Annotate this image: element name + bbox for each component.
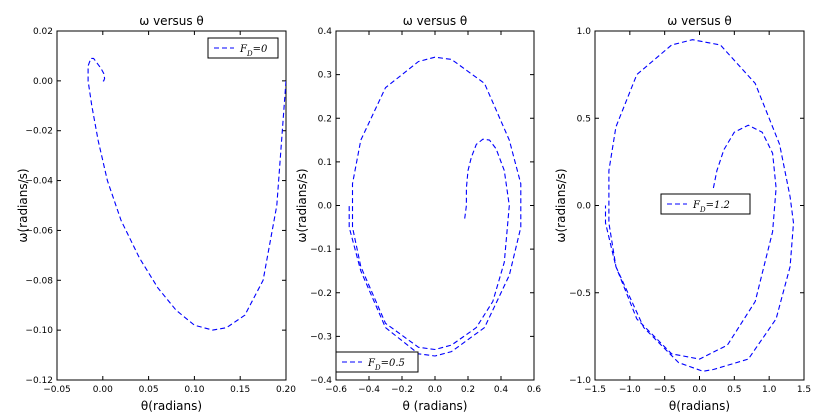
x-tick-label: 0.00 [93, 385, 113, 395]
x-tick-label: −0.5 [654, 385, 676, 395]
x-tick-label: 0.4 [494, 385, 509, 395]
subplot-3: −1.5 −1.0 −0.5 0.0 0.5 1.0 1.5−1.0−0.50.00.51.… [554, 14, 811, 413]
x-tick-label: −1.5 [584, 385, 606, 395]
x-tick-label: 0.20 [276, 385, 296, 395]
chart-title: ω versus θ [403, 14, 468, 28]
x-tick-label: 0.05 [139, 385, 159, 395]
x-tick-label: −0.2 [391, 385, 413, 395]
x-tick-label: 0.15 [230, 385, 250, 395]
y-tick-label: 0.1 [318, 158, 332, 168]
x-tick-label: −1.0 [619, 385, 641, 395]
x-tick-label: 0.10 [184, 385, 204, 395]
y-axis-label: ω(radians/s) [16, 168, 30, 242]
x-tick-label: 0.0 [692, 385, 707, 395]
x-tick-label: −0.6 [325, 385, 347, 395]
legend: FD=1.2 [660, 193, 751, 215]
x-tick-label: 1.0 [762, 385, 777, 395]
chart-title: ω versus θ [667, 14, 732, 28]
y-tick-label: −0.4 [310, 376, 332, 386]
y-tick-label: 1.0 [577, 27, 592, 37]
x-tick-label: 0.5 [727, 385, 741, 395]
y-tick-label: −0.08 [25, 276, 53, 286]
y-tick-label: 0.00 [33, 77, 53, 87]
legend: FD=0.5 [335, 351, 419, 373]
y-tick-label: −0.02 [25, 127, 53, 137]
y-tick-label: 0.0 [577, 202, 592, 212]
legend-box [207, 37, 279, 59]
y-tick-label: −0.1 [310, 245, 332, 255]
x-axis-label: θ(radians) [669, 399, 730, 413]
y-tick-label: −0.2 [310, 289, 332, 299]
x-tick-label: −0.4 [358, 385, 380, 395]
legend-label: FD=0.5 [367, 358, 405, 372]
y-tick-label: −0.5 [569, 289, 591, 299]
legend: FD=0 [207, 37, 279, 59]
subplot-2: −0.6 −0.4 −0.2 0.0 0.2 0.4 0.6−0.4−0.3−0.2−0.1… [295, 14, 541, 413]
x-tick-label: 0.0 [428, 385, 443, 395]
legend-label: FD=1.2 [692, 200, 730, 214]
subplot-1: −0.05 0.00 0.05 0.10 0.15 0.20 −0.12 −0.10 −0.08… [16, 14, 296, 413]
x-tick-label: −0.05 [43, 385, 71, 395]
x-tick-label: 0.6 [527, 385, 542, 395]
y-axis-label: ω(radians/s) [295, 168, 309, 242]
x-axis-label: θ (radians) [403, 399, 468, 413]
y-tick-label: 0.0 [318, 202, 333, 212]
y-tick-label: −0.12 [25, 376, 53, 386]
y-axis-label: ω(radians/s) [554, 168, 568, 242]
legend-box [335, 351, 419, 373]
legend-label: FD=0 [239, 44, 268, 58]
y-tick-label: −0.3 [310, 332, 332, 342]
y-tick-label: −0.06 [25, 226, 53, 236]
y-tick-label: 0.4 [318, 27, 333, 37]
y-tick-label: 0.02 [33, 27, 53, 37]
series-line [604, 39, 795, 372]
plot-area [335, 30, 535, 381]
legend-box [660, 193, 751, 215]
x-axis-label: θ(radians) [141, 399, 202, 413]
y-tick-label: −1.0 [569, 376, 591, 386]
y-tick-label: 0.3 [318, 71, 332, 81]
chart-title: ω versus θ [139, 14, 204, 28]
series-line [87, 57, 286, 331]
y-tick-label: −0.10 [25, 326, 53, 336]
plot-area [56, 30, 287, 381]
x-tick-label: 1.5 [797, 385, 811, 395]
y-tick-label: −0.04 [25, 177, 53, 187]
series-line [348, 56, 522, 357]
y-tick-label: 0.2 [318, 114, 332, 124]
x-tick-label: 0.2 [461, 385, 475, 395]
y-tick-label: 0.5 [577, 114, 591, 124]
